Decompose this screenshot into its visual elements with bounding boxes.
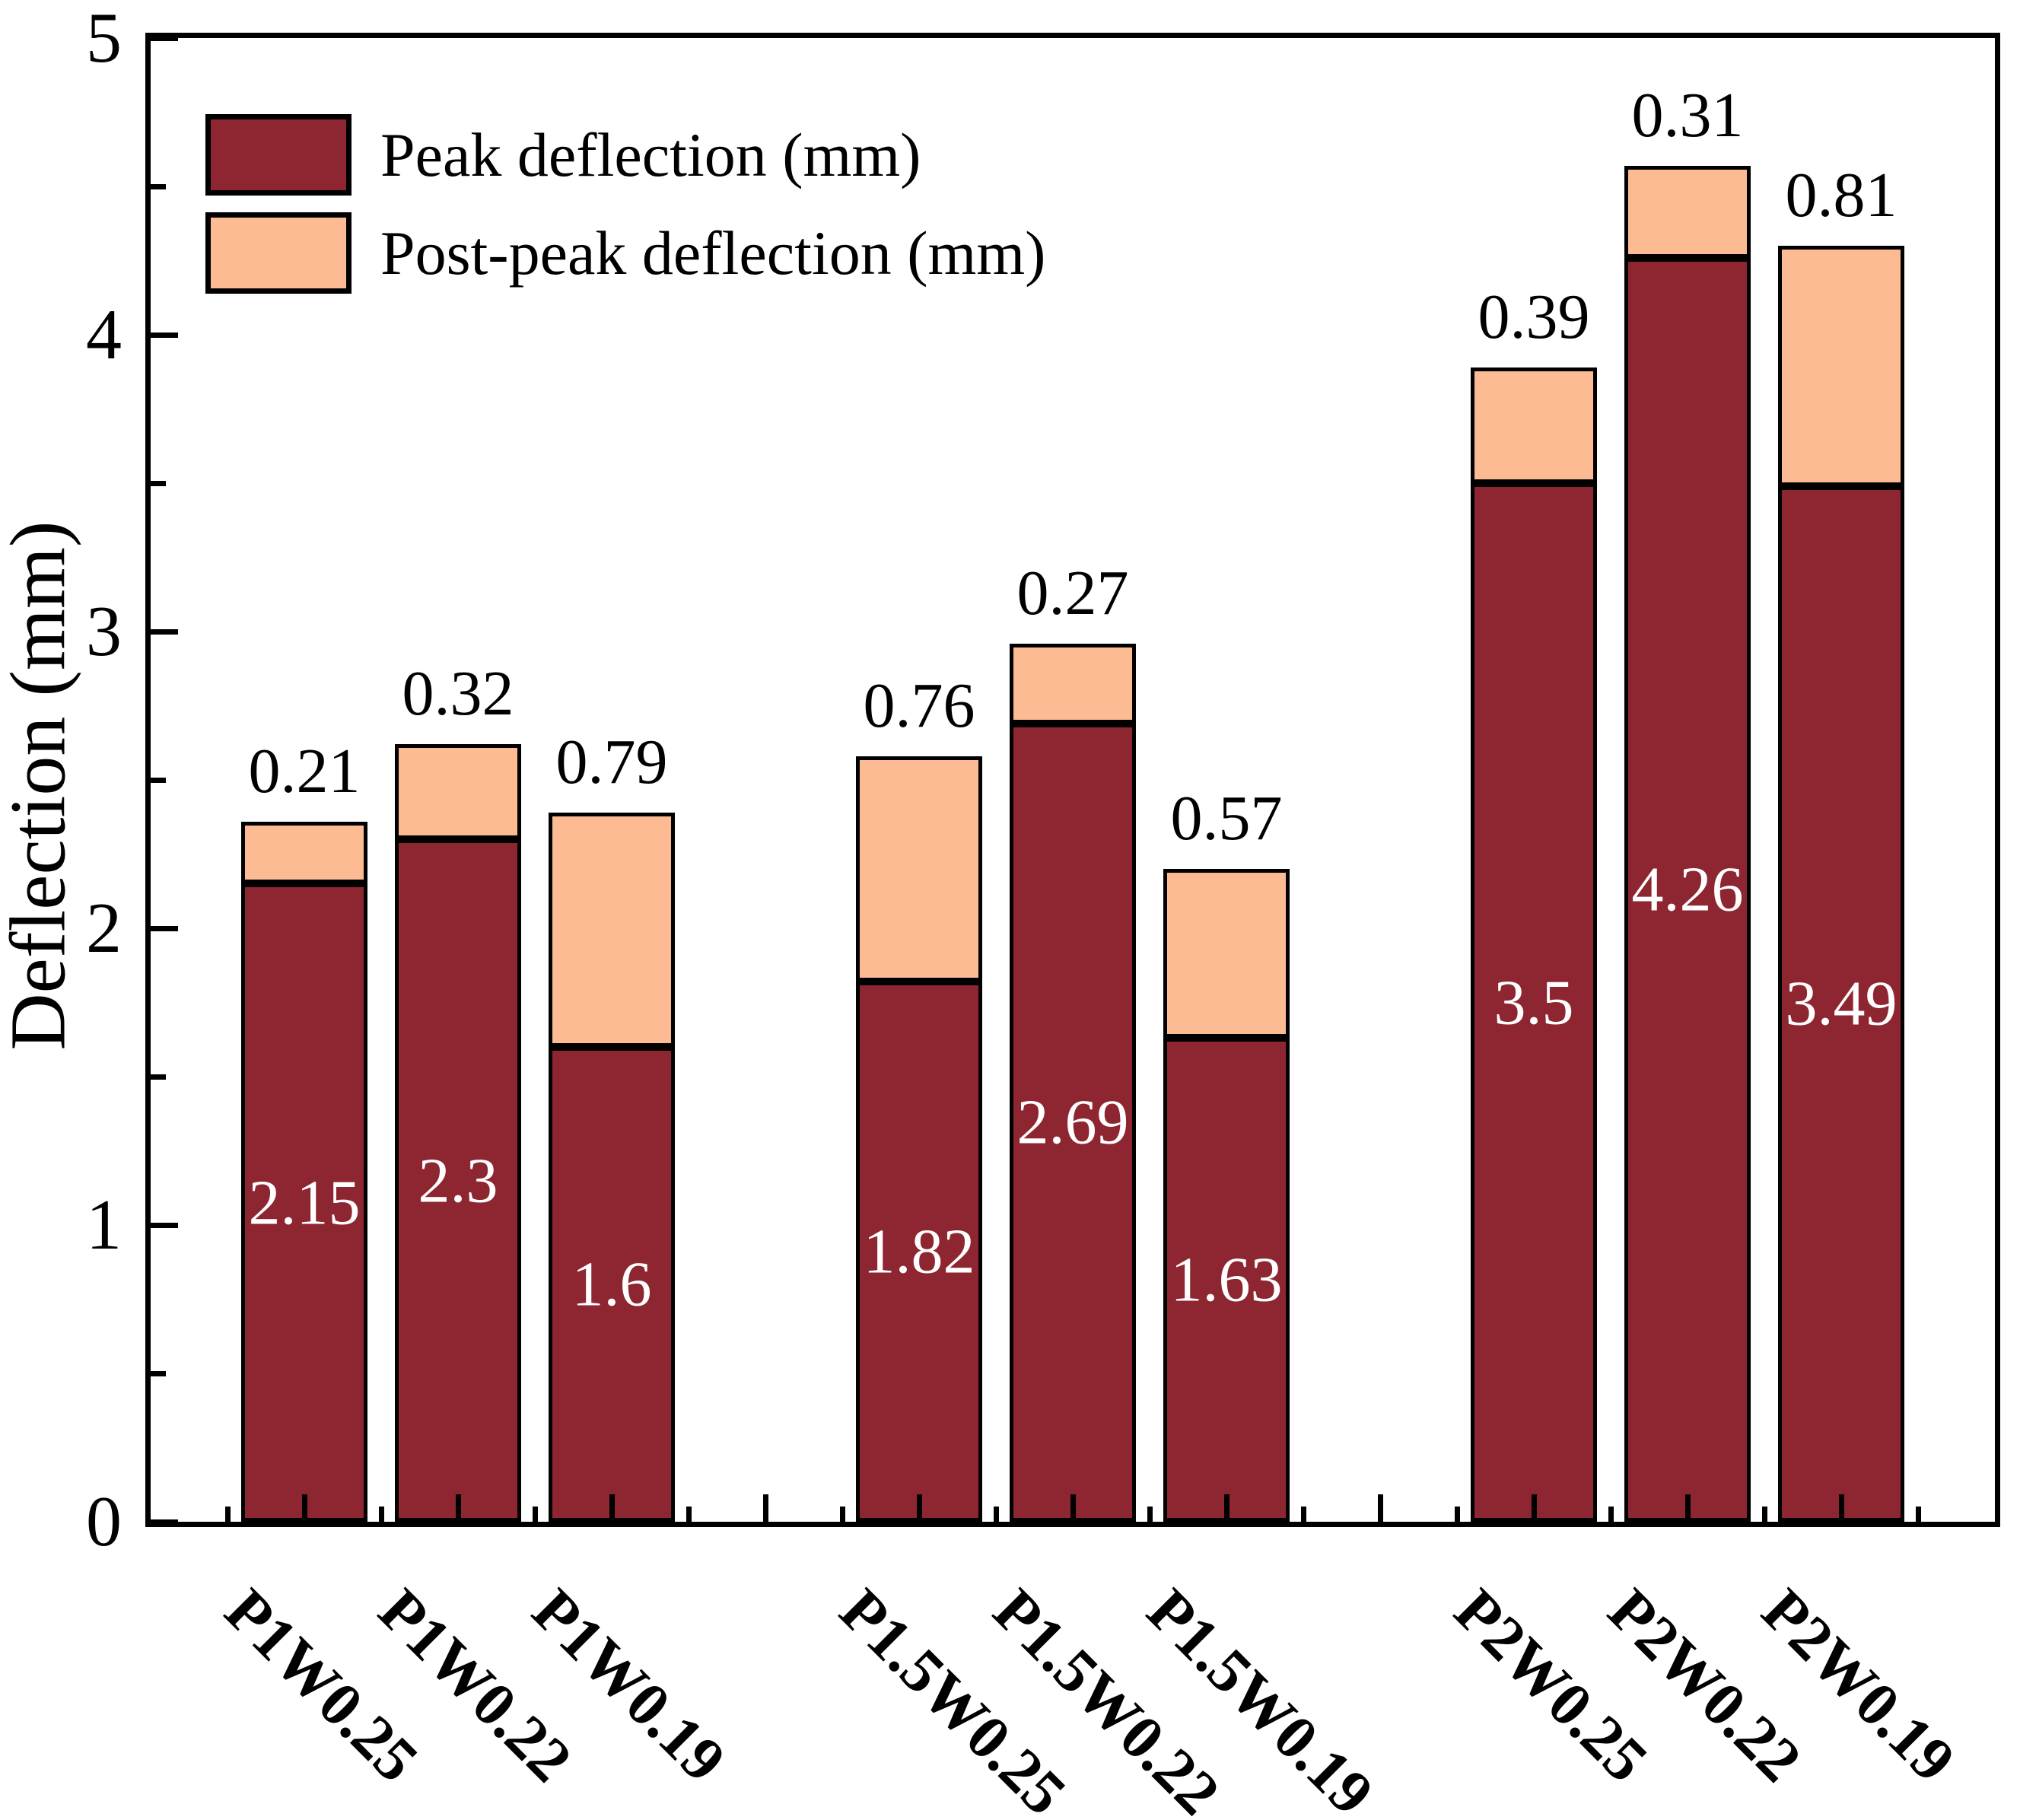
- peak-segment: [395, 838, 521, 1522]
- legend: Peak deflection (mm) Post-peak deflectio…: [205, 114, 1045, 310]
- bar-P1W0.22: [395, 744, 521, 1522]
- x-major-tick: [609, 1494, 615, 1522]
- y-minor-tick: [151, 183, 166, 189]
- post-peak-value-label: 0.81: [1785, 160, 1898, 231]
- x-minor-tick: [1608, 1507, 1614, 1522]
- post-peak-segment: [549, 812, 675, 1047]
- post-peak-segment: [1163, 869, 1290, 1039]
- post-peak-value-label: 0.57: [1170, 783, 1283, 854]
- peak-value-label: 2.69: [1016, 1087, 1129, 1158]
- peak-segment: [1624, 257, 1751, 1522]
- legend-swatch-peak-deflection: [205, 114, 352, 196]
- y-major-tick: [151, 1519, 178, 1525]
- post-peak-segment: [395, 744, 521, 839]
- post-peak-segment: [1778, 246, 1904, 486]
- legend-item-post-peak: Post-peak deflection (mm): [205, 212, 1045, 294]
- peak-value-label: 1.63: [1170, 1244, 1283, 1316]
- y-axis-title: Deflection (mm): [0, 520, 82, 1051]
- y-tick-label: 2: [86, 889, 122, 968]
- peak-segment: [1778, 485, 1904, 1522]
- y-major-tick: [151, 925, 178, 931]
- x-major-tick: [762, 1494, 768, 1522]
- y-tick-label: 1: [86, 1185, 122, 1265]
- y-minor-tick: [151, 1074, 166, 1080]
- y-major-tick: [151, 35, 178, 41]
- y-tick-label: 3: [86, 592, 122, 671]
- x-major-tick: [1070, 1494, 1076, 1522]
- y-minor-tick: [151, 777, 166, 783]
- x-minor-tick: [532, 1507, 538, 1522]
- x-major-tick: [1377, 1494, 1383, 1522]
- peak-segment: [856, 982, 982, 1522]
- x-minor-tick: [1147, 1507, 1153, 1522]
- x-major-tick: [1531, 1494, 1537, 1522]
- y-tick-label: 5: [86, 0, 122, 78]
- peak-value-label: 4.26: [1631, 854, 1744, 925]
- peak-value-label: 1.82: [863, 1216, 975, 1287]
- x-minor-tick: [1761, 1507, 1767, 1522]
- bar-P2W0.22: [1624, 165, 1751, 1522]
- x-minor-tick: [1915, 1507, 1921, 1522]
- bar-P1.5W0.22: [1010, 643, 1136, 1522]
- x-major-tick: [301, 1494, 307, 1522]
- y-minor-tick: [151, 1370, 166, 1376]
- bar-P2W0.19: [1778, 246, 1904, 1522]
- x-minor-tick: [378, 1507, 384, 1522]
- x-major-tick: [1838, 1494, 1844, 1522]
- x-major-tick: [1223, 1494, 1229, 1522]
- bar-P1W0.19: [549, 812, 675, 1522]
- bar-P1.5W0.19: [1163, 869, 1290, 1522]
- peak-value-label: 1.6: [571, 1249, 652, 1320]
- x-minor-tick: [686, 1507, 692, 1522]
- x-major-tick: [455, 1494, 461, 1522]
- y-major-tick: [151, 1222, 178, 1228]
- post-peak-segment: [856, 756, 982, 982]
- x-major-tick: [1684, 1494, 1691, 1522]
- legend-label-post-peak-deflection: Post-peak deflection (mm): [380, 218, 1046, 288]
- y-tick-label: 0: [86, 1482, 122, 1561]
- legend-label-peak-deflection: Peak deflection (mm): [380, 119, 921, 189]
- legend-swatch-post-peak-deflection: [205, 212, 352, 294]
- x-minor-tick: [1454, 1507, 1460, 1522]
- post-peak-value-label: 0.39: [1478, 281, 1590, 352]
- post-peak-value-label: 0.31: [1631, 79, 1744, 151]
- y-tick-label: 4: [86, 295, 122, 374]
- peak-segment: [1163, 1038, 1290, 1522]
- post-peak-value-label: 0.76: [863, 670, 975, 741]
- x-minor-tick: [1300, 1507, 1306, 1522]
- post-peak-value-label: 0.79: [555, 726, 668, 797]
- legend-item-peak: Peak deflection (mm): [205, 114, 1045, 196]
- bar-P1.5W0.25: [856, 756, 982, 1522]
- peak-value-label: 2.3: [418, 1145, 498, 1216]
- x-minor-tick: [839, 1507, 845, 1522]
- post-peak-segment: [1010, 643, 1136, 724]
- y-minor-tick: [151, 480, 166, 486]
- x-minor-tick: [224, 1507, 231, 1522]
- bar-P2W0.25: [1471, 367, 1597, 1522]
- peak-segment: [1471, 482, 1597, 1522]
- x-minor-tick: [993, 1507, 999, 1522]
- post-peak-segment: [1624, 165, 1751, 258]
- post-peak-segment: [241, 821, 367, 884]
- peak-segment: [1010, 723, 1136, 1522]
- post-peak-segment: [1471, 367, 1597, 483]
- x-major-tick: [916, 1494, 922, 1522]
- peak-value-label: 3.49: [1785, 968, 1898, 1039]
- post-peak-value-label: 0.32: [402, 658, 514, 730]
- peak-value-label: 3.5: [1494, 967, 1574, 1038]
- peak-value-label: 2.15: [248, 1167, 361, 1239]
- y-major-tick: [151, 628, 178, 635]
- y-major-tick: [151, 332, 178, 338]
- post-peak-value-label: 0.27: [1016, 557, 1129, 628]
- post-peak-value-label: 0.21: [248, 735, 361, 807]
